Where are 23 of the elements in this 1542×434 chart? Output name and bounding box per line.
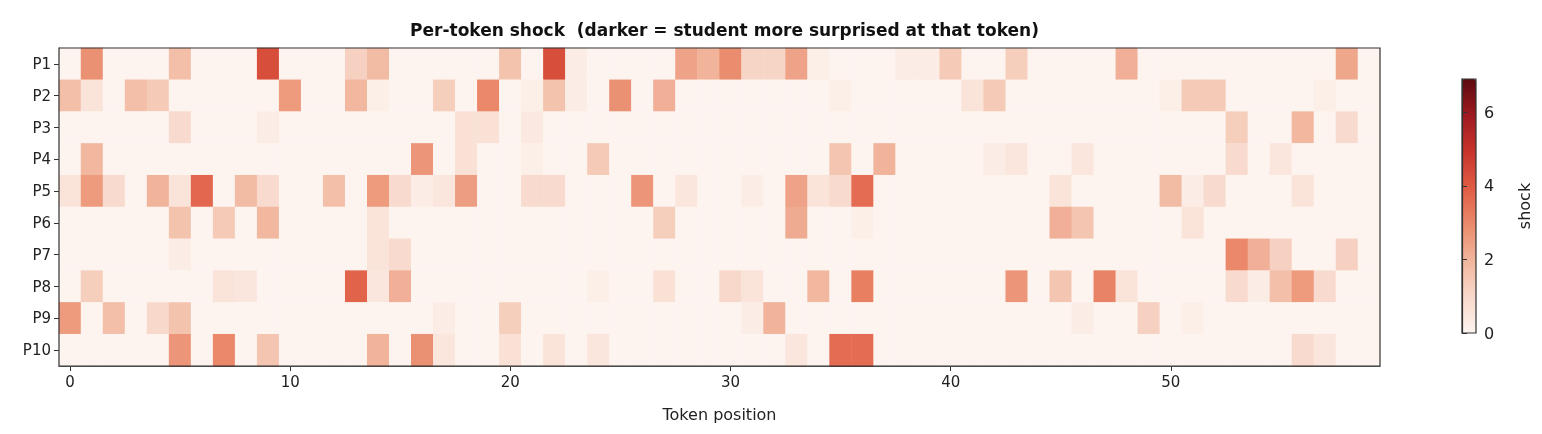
x-tick-label: 50 (1161, 372, 1181, 391)
color-bar-title: shock (1514, 182, 1534, 230)
y-tick-label: P10 (22, 341, 51, 360)
y-tick-label: P1 (32, 54, 51, 73)
x-axis-title: Token position (661, 404, 777, 424)
y-tick-label: P7 (32, 245, 51, 264)
x-tick-label: 40 (941, 372, 961, 391)
x-tick-label: 20 (500, 372, 520, 391)
color-bar-label: 6 (1484, 102, 1495, 122)
chart-title: Per-token shock (darker = student more surprised at that token) (410, 19, 1039, 40)
color-bar-label: 0 (1484, 323, 1495, 343)
y-tick-label: P3 (32, 118, 51, 137)
color-bar-label: 2 (1484, 249, 1495, 269)
y-tick-label: P8 (32, 277, 51, 296)
y-tick-label: P5 (32, 182, 51, 201)
y-tick-label: P6 (32, 213, 51, 232)
x-tick-label: 0 (65, 372, 75, 391)
y-tick-label: P2 (32, 86, 51, 105)
y-tick-label: P9 (32, 309, 51, 328)
x-tick-label: 10 (280, 372, 300, 391)
color-bar-label: 4 (1484, 176, 1495, 196)
x-tick-label: 30 (720, 372, 741, 391)
y-tick-label: P4 (32, 150, 51, 169)
